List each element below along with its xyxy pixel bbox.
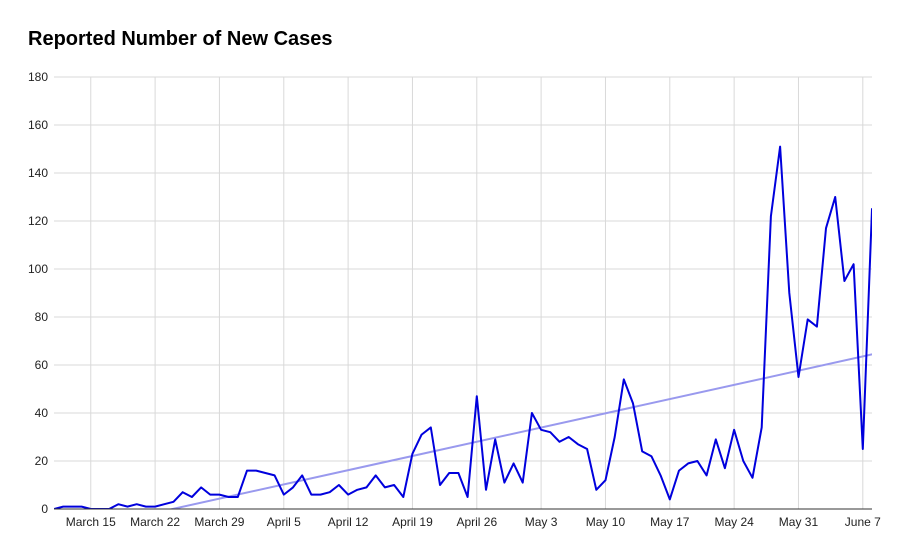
y-tick-label: 160 (28, 118, 48, 132)
y-tick-label: 120 (28, 214, 48, 228)
x-tick-label: June 7 (845, 515, 881, 529)
y-tick-label: 20 (35, 454, 49, 468)
y-tick-label: 100 (28, 262, 48, 276)
y-tick-label: 60 (35, 358, 49, 372)
chart-title: Reported Number of New Cases (28, 28, 333, 50)
x-tick-label: May 10 (586, 515, 626, 529)
x-tick-label: April 5 (267, 515, 301, 529)
y-tick-label: 80 (35, 310, 49, 324)
trendline (167, 353, 872, 509)
x-tick-label: April 26 (456, 515, 497, 529)
series-layer (54, 145, 872, 509)
series-line (54, 145, 872, 509)
x-tick-label: March 29 (194, 515, 244, 529)
x-axis-labels: March 15 March 22 March 29 April 5 April 12 A… (66, 515, 881, 529)
y-tick-label: 0 (41, 502, 48, 516)
x-tick-label: April 19 (392, 515, 433, 529)
x-tick-label: April 12 (328, 515, 369, 529)
y-tick-label: 180 (28, 70, 48, 84)
x-tick-label: May 3 (525, 515, 558, 529)
x-tick-label: March 15 (66, 515, 116, 529)
y-tick-label: 40 (35, 406, 49, 420)
x-tick-label: May 31 (779, 515, 819, 529)
y-axis-labels: 0 20 40 60 80 100 120 140 160 180 (28, 70, 48, 516)
x-tick-label: May 17 (650, 515, 690, 529)
x-tick-label: March 22 (130, 515, 180, 529)
x-tick-label: May 24 (714, 515, 754, 529)
y-tick-label: 140 (28, 166, 48, 180)
